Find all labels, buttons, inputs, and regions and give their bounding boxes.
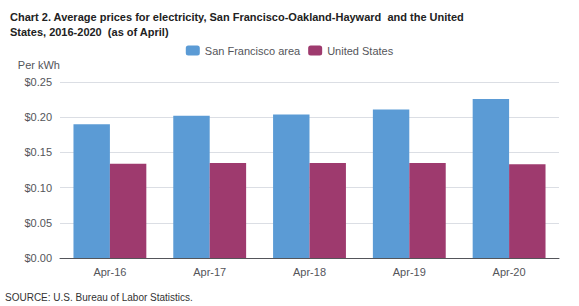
svg-text:Apr-20: Apr-20	[493, 266, 526, 278]
svg-text:Apr-17: Apr-17	[193, 266, 226, 278]
svg-text:$0.25: $0.25	[24, 76, 52, 88]
svg-text:Per kWh: Per kWh	[18, 59, 60, 71]
svg-text:Chart 2. Average prices for el: Chart 2. Average prices for electricity,…	[10, 11, 464, 23]
svg-text:$0.10: $0.10	[24, 182, 52, 194]
svg-text:Apr-18: Apr-18	[293, 266, 326, 278]
svg-text:$0.05: $0.05	[24, 217, 52, 229]
svg-text:Apr-19: Apr-19	[393, 266, 426, 278]
svg-text:SOURCE: U.S. Bureau of Labor S: SOURCE: U.S. Bureau of Labor Statistics.	[5, 292, 193, 303]
svg-text:$0.00: $0.00	[24, 252, 52, 264]
svg-text:San Francisco area: San Francisco area	[205, 45, 301, 57]
svg-text:Apr-16: Apr-16	[93, 266, 126, 278]
svg-text:States, 2016-2020 (as of Apri: States, 2016-2020 (as of April)	[10, 26, 169, 38]
svg-text:$0.15: $0.15	[24, 146, 52, 158]
svg-text:United States: United States	[327, 45, 394, 57]
svg-text:$0.20: $0.20	[24, 111, 52, 123]
